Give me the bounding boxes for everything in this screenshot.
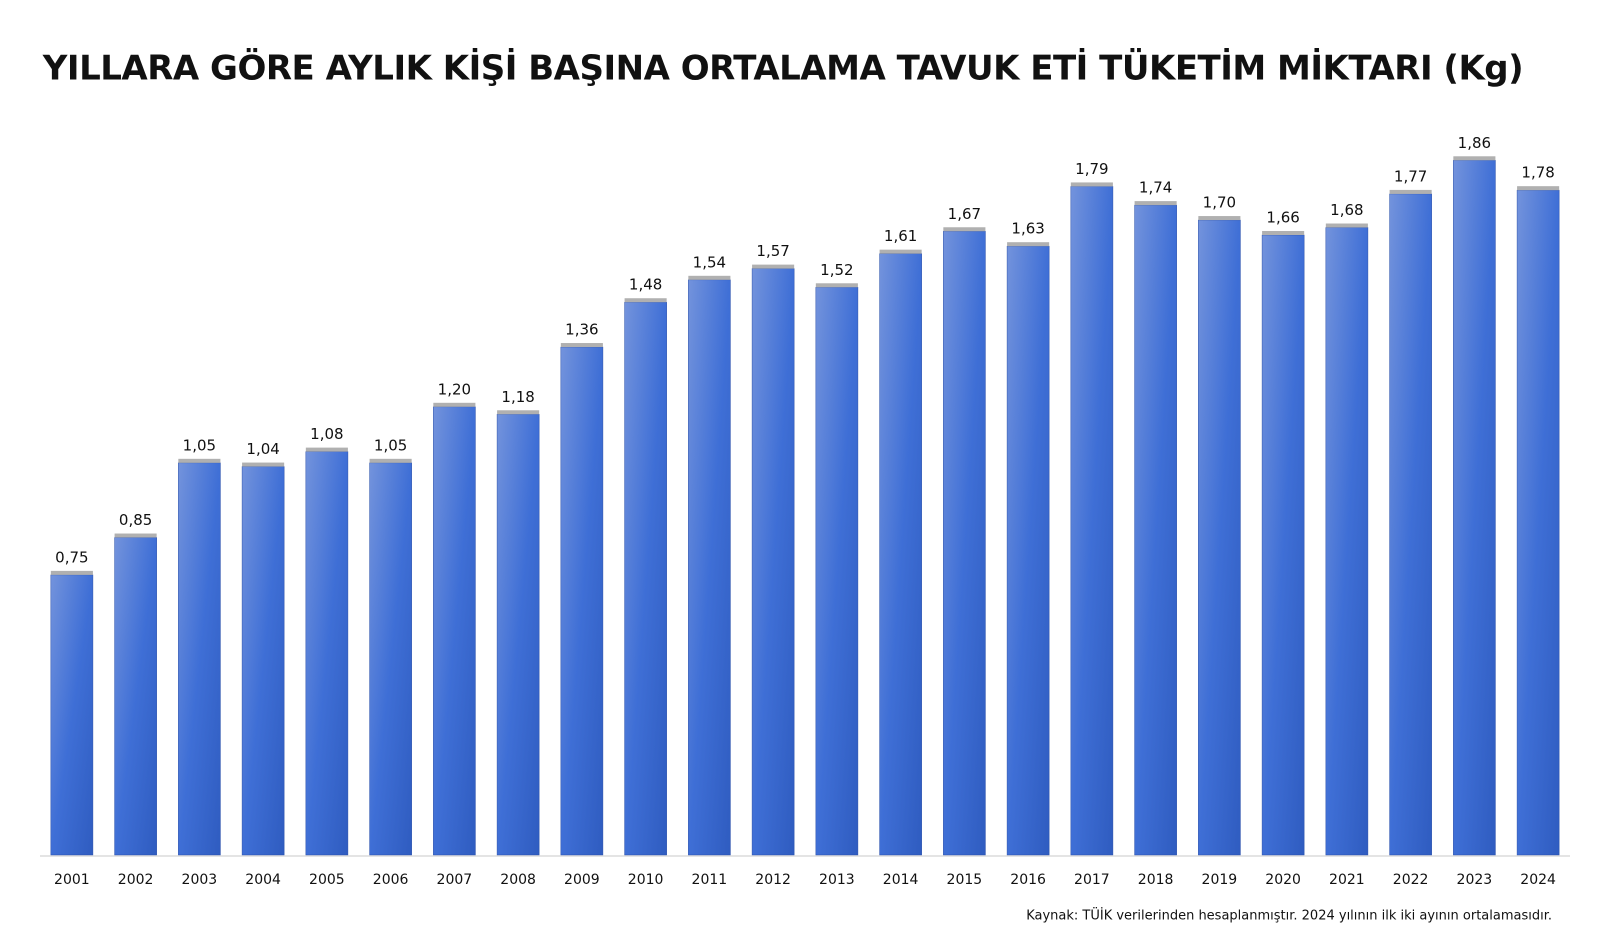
bar: [560, 346, 604, 856]
bar: [1453, 160, 1496, 856]
bar-cap: [1070, 182, 1113, 187]
chart-title: YILLARA GÖRE AYLIK KİŞİ BAŞINA ORTALAMA …: [42, 48, 1523, 89]
value-label: 1,52: [820, 261, 853, 279]
bar: [433, 406, 476, 856]
bar: [178, 462, 221, 856]
bar-cap: [1198, 216, 1241, 221]
x-tick-label: 2014: [883, 872, 919, 888]
value-label: 1,05: [374, 436, 407, 454]
bar: [1134, 204, 1177, 856]
x-tick-label: 2003: [182, 872, 218, 888]
value-label: 1,77: [1394, 167, 1427, 185]
x-tick-label: 2021: [1329, 872, 1365, 888]
bar: [688, 279, 731, 856]
bar: [1389, 193, 1432, 856]
value-label: 1,70: [1203, 194, 1236, 212]
x-tick-label: 2024: [1520, 872, 1556, 888]
value-label: 0,75: [55, 548, 88, 566]
bar-cap: [560, 343, 603, 348]
bar-cap: [50, 570, 93, 575]
value-label: 1,48: [629, 276, 662, 294]
bar: [1198, 219, 1241, 856]
bar-cap: [369, 458, 412, 463]
bar-cap: [943, 227, 986, 232]
value-label: 1,04: [246, 440, 279, 458]
x-tick-label: 2018: [1138, 872, 1174, 888]
bar: [943, 231, 986, 856]
x-tick-label: 2006: [373, 872, 409, 888]
bar-cap: [1325, 223, 1368, 228]
bar-cap: [1262, 230, 1305, 235]
bar: [1325, 227, 1369, 856]
x-tick-label: 2015: [947, 872, 983, 888]
x-tick-label: 2011: [692, 872, 728, 888]
bar-cap: [1517, 186, 1560, 191]
value-label: 1,74: [1139, 179, 1172, 197]
x-tick-label: 2019: [1202, 872, 1238, 888]
value-label: 1,79: [1075, 160, 1108, 178]
bar-cap: [879, 249, 922, 254]
x-tick-label: 2022: [1393, 872, 1429, 888]
bar: [1516, 189, 1560, 856]
x-tick-label: 2009: [564, 872, 600, 888]
bar: [50, 574, 94, 856]
bar-cap: [1007, 242, 1050, 247]
value-label: 1,08: [310, 425, 343, 443]
x-tick-label: 2007: [437, 872, 473, 888]
x-tick-label: 2023: [1457, 872, 1493, 888]
value-label: 1,66: [1266, 208, 1299, 226]
value-label: 1,36: [565, 321, 598, 339]
value-label: 0,85: [119, 511, 152, 529]
x-tick-label: 2004: [245, 872, 281, 888]
bar: [1261, 234, 1305, 856]
bar: [1070, 186, 1114, 856]
bar: [815, 287, 859, 856]
x-tick-label: 2020: [1265, 872, 1301, 888]
x-tick-label: 2017: [1074, 872, 1110, 888]
value-label: 1,63: [1011, 220, 1044, 238]
x-tick-label: 2010: [628, 872, 664, 888]
bar-cap: [433, 402, 476, 407]
value-label: 1,05: [183, 436, 216, 454]
value-label: 1,61: [884, 227, 917, 245]
bar: [305, 451, 349, 856]
bar-cap: [497, 410, 540, 415]
bar-cap: [815, 283, 858, 288]
bar-cap: [178, 458, 221, 463]
x-tick-label: 2005: [309, 872, 345, 888]
bar-cap: [752, 264, 795, 269]
bar: [241, 466, 285, 856]
bar-cap: [242, 462, 285, 467]
x-tick-label: 2001: [54, 872, 90, 888]
value-label: 1,20: [438, 380, 471, 398]
value-label: 1,78: [1521, 164, 1554, 182]
bar: [369, 462, 412, 856]
value-label: 1,67: [948, 205, 981, 223]
value-label: 1,57: [756, 242, 789, 260]
bar: [114, 537, 157, 856]
bar: [496, 414, 540, 856]
bar: [879, 253, 922, 856]
bar-cap: [305, 447, 348, 452]
bar-cap: [1134, 201, 1177, 206]
bar-cap: [114, 533, 157, 538]
x-tick-label: 2008: [500, 872, 536, 888]
bar-cap: [1453, 156, 1496, 161]
value-label: 1,18: [501, 388, 534, 406]
x-tick-label: 2012: [755, 872, 791, 888]
bar: [624, 301, 667, 856]
bar-cap: [1389, 189, 1432, 194]
bar: [1006, 245, 1050, 856]
x-tick-label: 2002: [118, 872, 154, 888]
x-tick-label: 2013: [819, 872, 855, 888]
bar-cap: [624, 298, 667, 303]
source-note: Kaynak: TÜİK verilerinden hesaplanmıştır…: [1026, 907, 1552, 924]
bar: [751, 268, 795, 856]
x-tick-label: 2016: [1010, 872, 1046, 888]
value-label: 1,86: [1458, 134, 1491, 152]
bar-cap: [688, 275, 731, 280]
value-label: 1,68: [1330, 201, 1363, 219]
value-label: 1,54: [693, 253, 726, 271]
